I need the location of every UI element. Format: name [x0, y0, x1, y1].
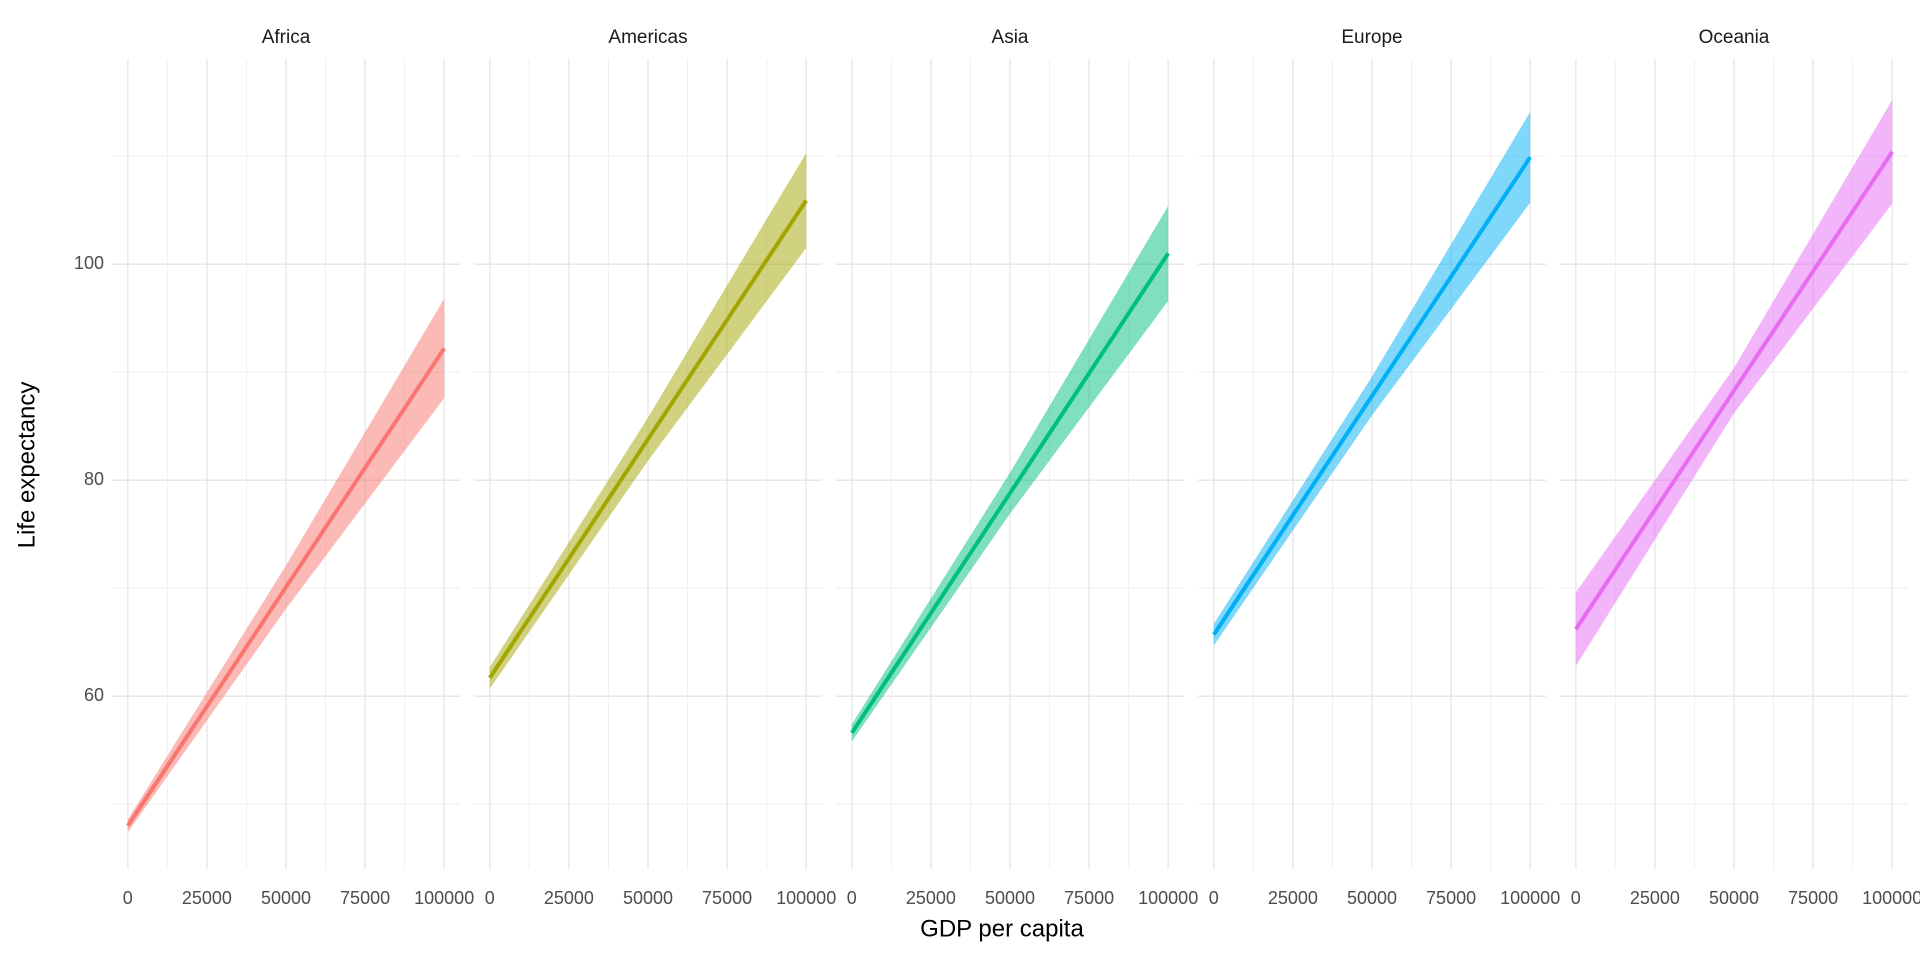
y-tick-label: 60 — [84, 685, 104, 705]
y-tick-label: 80 — [84, 469, 104, 489]
x-tick-label: 100000 — [414, 888, 474, 908]
trend-line — [126, 347, 446, 827]
x-tick-label: 0 — [1571, 888, 1581, 908]
x-tick-label: 50000 — [623, 888, 673, 908]
x-tick-label: 50000 — [261, 888, 311, 908]
x-tick-label: 75000 — [340, 888, 390, 908]
x-tick-label: 0 — [847, 888, 857, 908]
x-tick-label: 25000 — [906, 888, 956, 908]
confidence-band — [1575, 100, 1893, 666]
confidence-band — [127, 298, 445, 833]
trend-line — [850, 252, 1170, 735]
x-tick-label: 100000 — [776, 888, 836, 908]
x-tick-label: 50000 — [1709, 888, 1759, 908]
x-tick-label: 0 — [123, 888, 133, 908]
x-tick-label: 25000 — [1268, 888, 1318, 908]
x-tick-label: 50000 — [985, 888, 1035, 908]
x-tick-label: 50000 — [1347, 888, 1397, 908]
x-tick-label: 75000 — [1426, 888, 1476, 908]
x-tick-label: 75000 — [702, 888, 752, 908]
x-tick-label: 75000 — [1788, 888, 1838, 908]
x-axis-title: GDP per capita — [920, 915, 1084, 942]
y-tick-label: 100 — [74, 253, 104, 273]
x-tick-label: 100000 — [1500, 888, 1560, 908]
facet-title: Asia — [992, 27, 1029, 48]
confidence-band — [489, 152, 807, 689]
y-axis-title: Life expectancy — [13, 382, 40, 549]
facet-title: Africa — [262, 27, 311, 48]
facet-title: Europe — [1341, 27, 1402, 48]
x-tick-label: 100000 — [1862, 888, 1920, 908]
trend-line — [488, 199, 808, 679]
x-tick-label: 25000 — [1630, 888, 1680, 908]
facet-title: Oceania — [1699, 27, 1770, 48]
trend-line — [1574, 150, 1894, 631]
x-tick-label: 25000 — [544, 888, 594, 908]
x-tick-label: 25000 — [182, 888, 232, 908]
x-tick-label: 100000 — [1138, 888, 1198, 908]
x-tick-label: 0 — [1209, 888, 1219, 908]
confidence-band — [851, 205, 1169, 742]
facet-title: Americas — [608, 27, 687, 48]
trend-line — [1212, 156, 1532, 636]
x-tick-label: 75000 — [1064, 888, 1114, 908]
x-tick-label: 0 — [485, 888, 495, 908]
